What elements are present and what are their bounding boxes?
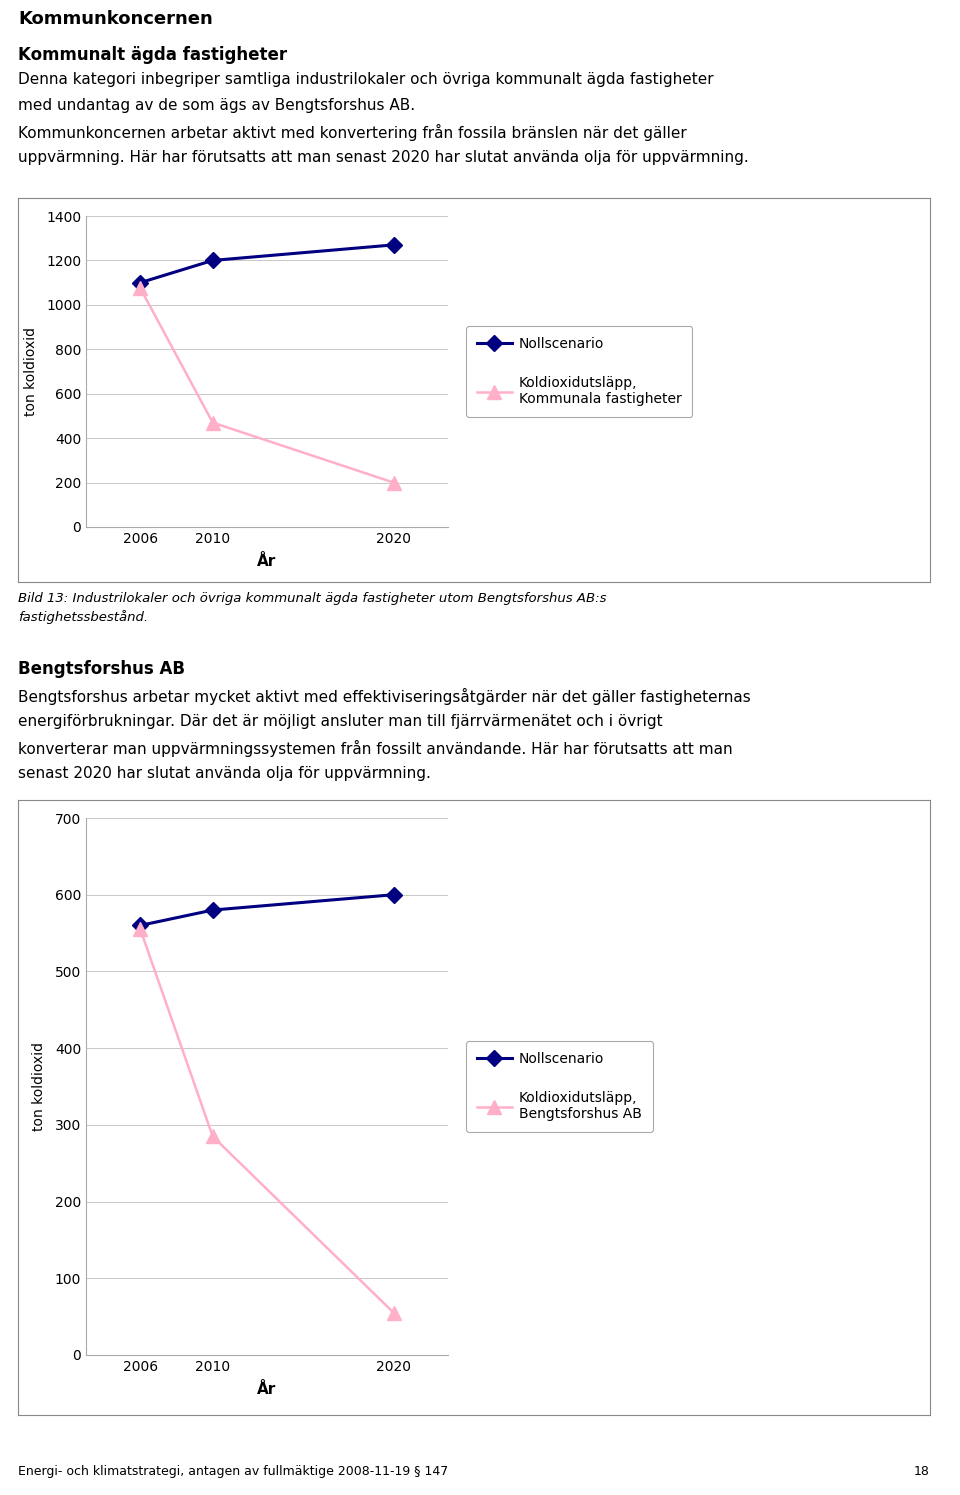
Text: 18: 18	[914, 1465, 930, 1479]
Legend: Nollscenario, Koldioxidutsläpp,
Kommunala fastigheter: Nollscenario, Koldioxidutsläpp, Kommunal…	[466, 326, 692, 417]
Y-axis label: ton koldioxid: ton koldioxid	[24, 327, 37, 416]
Text: Energi- och klimatstrategi, antagen av fullmäktige 2008-11-19 § 147: Energi- och klimatstrategi, antagen av f…	[18, 1465, 448, 1479]
Text: Bengtsforshus arbetar mycket aktivt med effektiviseringsåtgärder när det gäller : Bengtsforshus arbetar mycket aktivt med …	[18, 688, 751, 706]
X-axis label: År: År	[257, 1383, 276, 1398]
Legend: Nollscenario, Koldioxidutsläpp,
Bengtsforshus AB: Nollscenario, Koldioxidutsläpp, Bengtsfo…	[466, 1041, 653, 1132]
Text: med undantag av de som ägs av Bengtsforshus AB.: med undantag av de som ägs av Bengtsfors…	[18, 99, 415, 114]
Text: Kommunalt ägda fastigheter: Kommunalt ägda fastigheter	[18, 46, 287, 64]
Text: Kommunkoncernen arbetar aktivt med konvertering från fossila bränslen när det gä: Kommunkoncernen arbetar aktivt med konve…	[18, 124, 686, 141]
Y-axis label: ton koldioxid: ton koldioxid	[33, 1042, 46, 1132]
Text: Bild 13: Industrilokaler och övriga kommunalt ägda fastigheter utom Bengtsforshu: Bild 13: Industrilokaler och övriga komm…	[18, 592, 607, 605]
X-axis label: År: År	[257, 555, 276, 570]
Text: Kommunkoncernen: Kommunkoncernen	[18, 10, 213, 28]
Text: energiförbrukningar. Där det är möjligt ansluter man till fjärrvärmenätet och i : energiförbrukningar. Där det är möjligt …	[18, 715, 662, 730]
Text: fastighetssbestånd.: fastighetssbestånd.	[18, 610, 148, 623]
Text: senast 2020 har slutat använda olja för uppvärmning.: senast 2020 har slutat använda olja för …	[18, 765, 431, 780]
Text: Bengtsforshus AB: Bengtsforshus AB	[18, 659, 185, 679]
Text: Denna kategori inbegriper samtliga industrilokaler och övriga kommunalt ägda fas: Denna kategori inbegriper samtliga indus…	[18, 72, 713, 87]
Text: uppvärmning. Här har förutsatts att man senast 2020 har slutat använda olja för : uppvärmning. Här har förutsatts att man …	[18, 150, 749, 164]
Text: konverterar man uppvärmningssystemen från fossilt användande. Här har förutsatts: konverterar man uppvärmningssystemen frå…	[18, 740, 732, 756]
